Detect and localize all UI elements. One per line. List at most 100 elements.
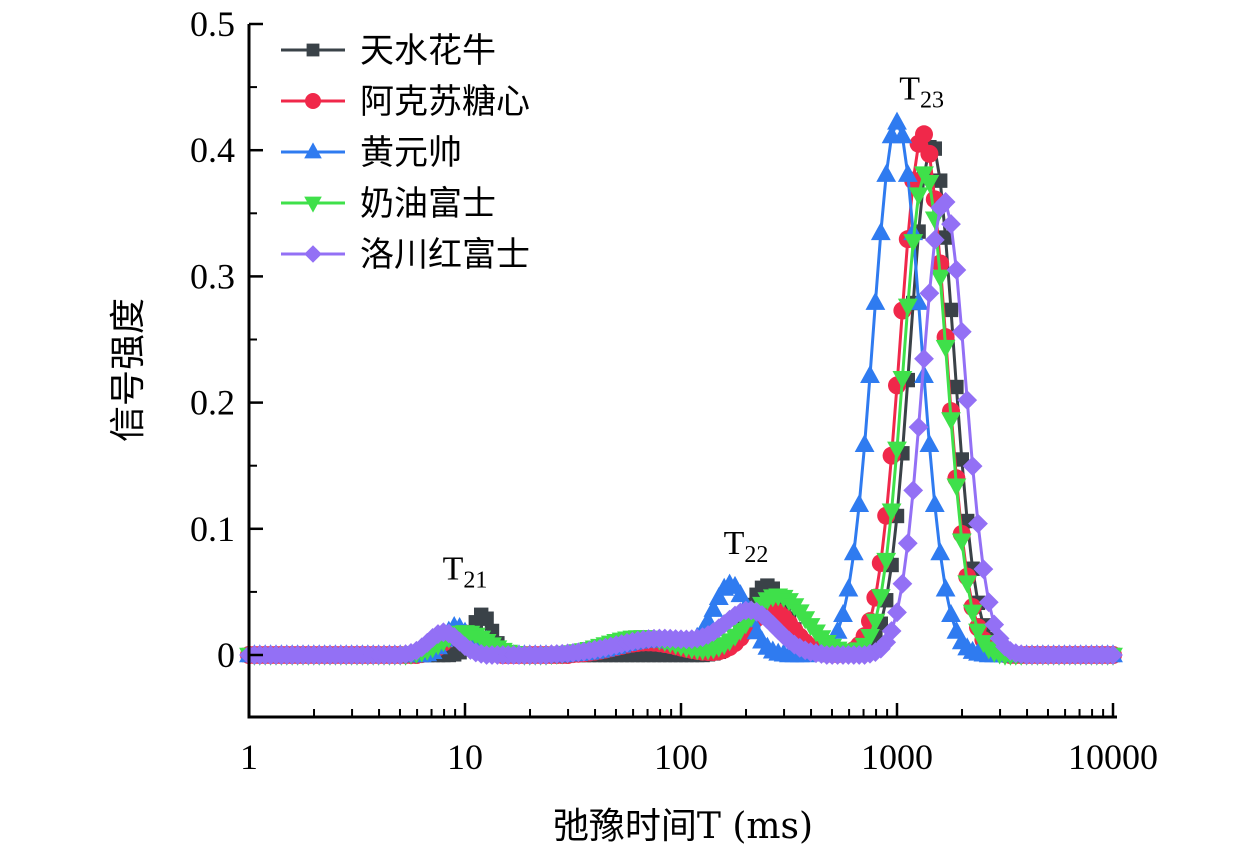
marker-diamond — [957, 390, 978, 411]
marker-diamond — [919, 283, 940, 304]
x-tick-label: 10000 — [1068, 737, 1158, 777]
marker-diamond — [968, 513, 988, 534]
marker-diamond — [962, 456, 983, 477]
marker-circle — [920, 144, 939, 163]
marker-triangle-up — [304, 142, 322, 159]
x-tick-label: 1 — [240, 737, 258, 777]
marker-triangle-up — [708, 586, 729, 605]
marker-diamond — [941, 214, 961, 234]
marker-diamond — [924, 229, 945, 250]
marker-triangle-up — [833, 603, 853, 622]
y-axis-title: 信号强度 — [108, 298, 149, 442]
marker-triangle-down — [887, 441, 907, 460]
legend-label: 阿克苏糖心 — [360, 82, 530, 122]
legend-item-1: 阿克苏糖心 — [281, 82, 530, 122]
marker-triangle-down — [870, 589, 891, 608]
marker-triangle-up — [865, 291, 886, 310]
x-tick-label: 1000 — [861, 737, 933, 777]
marker-triangle-up — [941, 603, 961, 622]
marker-triangle-down — [935, 339, 956, 358]
marker-diamond — [1103, 645, 1123, 665]
marker-triangle-up — [897, 163, 918, 182]
x-tick-label: 100 — [654, 737, 708, 777]
marker-triangle-up — [843, 542, 864, 561]
plot-area — [239, 111, 1123, 666]
marker-triangle-down — [957, 575, 978, 594]
legend-label: 天水花牛 — [360, 31, 496, 71]
marker-diamond — [908, 417, 929, 438]
marker-square — [306, 43, 320, 57]
marker-triangle-down — [951, 533, 972, 552]
y-tick-label: 0.3 — [190, 256, 235, 296]
marker-triangle-down — [962, 604, 983, 623]
y-tick-label: 0.2 — [190, 383, 235, 423]
marker-triangle-up — [935, 578, 956, 597]
marker-diamond — [304, 245, 322, 263]
marker-triangle-up — [849, 493, 870, 512]
x-axis-title: 弛豫时间T (ms) — [553, 806, 813, 847]
peak-label-22: T22 — [724, 525, 769, 568]
marker-diamond — [951, 321, 972, 342]
marker-triangle-up — [854, 434, 875, 453]
peak-label-23: T23 — [899, 71, 944, 114]
marker-circle — [915, 125, 933, 144]
legend-item-3: 奶油富士 — [281, 184, 496, 224]
marker-triangle-down — [968, 623, 988, 642]
marker-circle — [305, 93, 321, 109]
marker-triangle-up — [930, 542, 951, 561]
legend-item-2: 黄元帅 — [281, 133, 462, 173]
marker-diamond — [897, 533, 918, 554]
y-tick-label: 0.4 — [190, 130, 235, 170]
marker-triangle-down — [865, 613, 886, 632]
marker-square — [949, 379, 964, 395]
marker-square — [479, 611, 494, 626]
marker-triangle-down — [903, 234, 924, 253]
marker-triangle-up — [838, 578, 859, 597]
marker-triangle-up — [919, 434, 940, 453]
peak-label-21: T21 — [443, 550, 488, 593]
marker-diamond — [903, 480, 924, 501]
marker-diamond — [973, 559, 994, 579]
legend-item-0: 天水花牛 — [281, 31, 496, 71]
marker-triangle-down — [930, 269, 951, 288]
marker-triangle-up — [870, 222, 891, 241]
y-tick-label: 0.1 — [190, 509, 235, 549]
marker-triangle-down — [876, 552, 897, 571]
marker-square — [943, 302, 959, 318]
marker-diamond — [892, 573, 913, 594]
marker-triangle-up — [887, 111, 907, 130]
marker-triangle-up — [876, 163, 897, 182]
marker-triangle-down — [881, 503, 902, 522]
marker-triangle-down — [946, 478, 967, 497]
legend-label: 洛川红富士 — [360, 235, 530, 275]
marker-diamond — [946, 260, 967, 280]
marker-triangle-up — [892, 125, 913, 144]
marker-triangle-up — [860, 364, 880, 383]
annotations: T21 T22 T23 — [443, 71, 944, 594]
marker-diamond — [914, 348, 934, 369]
y-tick-label: 0 — [217, 635, 235, 675]
marker-diamond — [881, 621, 902, 641]
legend-label: 黄元帅 — [360, 133, 462, 173]
marker-diamond — [935, 192, 956, 212]
legend-label: 奶油富士 — [360, 184, 496, 224]
marker-triangle-down — [892, 370, 913, 389]
marker-triangle-up — [827, 620, 848, 639]
x-tick-label: 10 — [447, 737, 483, 777]
marker-triangle-down — [908, 187, 929, 206]
y-tick-label: 0.5 — [190, 4, 235, 44]
axes: 0 0.1 0.2 0.3 0.4 0.5 1 10 100 1000 10000 — [190, 4, 1158, 777]
marker-triangle-up — [924, 493, 945, 512]
series-4 — [239, 192, 1123, 665]
marker-triangle-down — [941, 412, 961, 431]
marker-triangle-down — [919, 174, 940, 193]
marker-diamond — [978, 592, 999, 613]
marker-triangle-down — [860, 629, 880, 648]
marker-diamond — [887, 602, 907, 623]
legend-item-4: 洛川红富士 — [281, 235, 530, 275]
marker-triangle-down — [897, 298, 918, 317]
marker-triangle-up — [703, 598, 724, 617]
marker-triangle-down — [304, 196, 322, 213]
